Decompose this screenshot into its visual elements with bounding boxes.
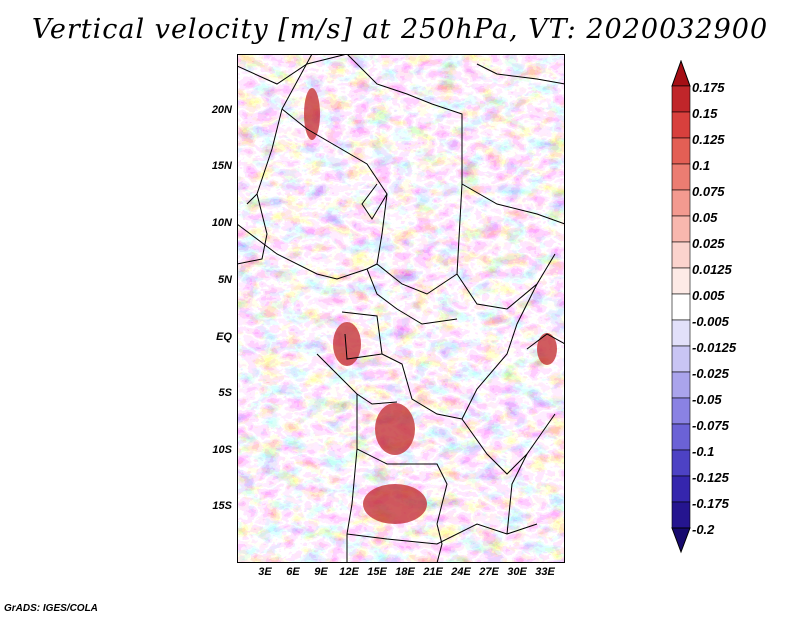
colorbar-segment-9 bbox=[671, 293, 691, 321]
colorbar-segment-10 bbox=[671, 319, 691, 347]
colorbar-segment-6 bbox=[671, 215, 691, 243]
colorbar-label-neg-0.175: -0.175 bbox=[692, 496, 729, 511]
colorbar-segment-4 bbox=[671, 163, 691, 191]
colorbar-label-0.1: 0.1 bbox=[692, 158, 711, 173]
lon-label-18e: 18E bbox=[395, 566, 415, 578]
lon-label-21e: 21E bbox=[423, 566, 443, 578]
colorbar-segment-15 bbox=[671, 449, 691, 477]
lon-label-30e: 30E bbox=[507, 566, 527, 578]
lat-label-5s: 5S bbox=[218, 387, 232, 399]
colorbar-segment-5 bbox=[671, 189, 691, 217]
lon-label-33e: 33E bbox=[535, 566, 555, 578]
lon-label-9e: 9E bbox=[314, 566, 328, 578]
grads-credit: GrADS: IGES/COLA bbox=[4, 603, 98, 614]
colorbar-segment-8 bbox=[671, 267, 691, 295]
velocity-field bbox=[237, 54, 565, 563]
chart-title: Vertical velocity [m/s] at 250hPa, VT: 2… bbox=[31, 14, 769, 45]
colorbar-segment-13 bbox=[671, 397, 691, 425]
colorbar-segment-3 bbox=[671, 137, 691, 165]
colorbar-label-0.0125: 0.0125 bbox=[692, 262, 732, 277]
colorbar-segment-bottom-triangle bbox=[671, 527, 691, 554]
colorbar-label-0.125: 0.125 bbox=[692, 132, 725, 147]
colorbar-segment-2 bbox=[671, 111, 691, 139]
colorbar-label-neg-0.1: -0.1 bbox=[692, 444, 715, 459]
colorbar-label-0.005: 0.005 bbox=[692, 288, 725, 303]
colorbar-segment-16 bbox=[671, 475, 691, 503]
colorbar-label-0.05: 0.05 bbox=[692, 210, 718, 225]
colorbar-segment-7 bbox=[671, 241, 691, 269]
colorbar-label-neg-0.0125: -0.0125 bbox=[692, 340, 737, 355]
colorbar-segment-12 bbox=[671, 371, 691, 399]
lon-label-27e: 27E bbox=[479, 566, 499, 578]
lat-label-20n: 20N bbox=[211, 104, 232, 116]
colorbar-segment-17 bbox=[671, 501, 691, 529]
colorbar-label-0.15: 0.15 bbox=[692, 106, 718, 121]
colorbar-label-neg-0.125: -0.125 bbox=[692, 470, 729, 485]
colorbar-segment-top-triangle bbox=[671, 60, 691, 87]
map-frame bbox=[237, 54, 565, 563]
colorbar-segment-11 bbox=[671, 345, 691, 373]
vertical-velocity-map bbox=[237, 54, 565, 563]
colorbar-label-0.175: 0.175 bbox=[692, 80, 725, 95]
colorbar-label-0.025: 0.025 bbox=[692, 236, 725, 251]
colorbar bbox=[671, 60, 691, 554]
lat-label-eq: EQ bbox=[216, 331, 232, 343]
colorbar-label-0.075: 0.075 bbox=[692, 184, 725, 199]
lat-label-5n: 5N bbox=[217, 274, 232, 286]
colorbar-label-neg-0.2: -0.2 bbox=[692, 522, 715, 537]
colorbar-label-neg-0.075: -0.075 bbox=[692, 418, 729, 433]
lat-label-10n: 10N bbox=[211, 217, 232, 229]
lon-label-24e: 24E bbox=[451, 566, 471, 578]
colorbar-segment-14 bbox=[671, 423, 691, 451]
colorbar-segment-1 bbox=[671, 85, 691, 113]
country-borders bbox=[237, 54, 565, 563]
lat-label-15n: 15N bbox=[211, 160, 232, 172]
lon-label-3e: 3E bbox=[258, 566, 272, 578]
colorbar-label-neg-0.025: -0.025 bbox=[692, 366, 729, 381]
lon-label-15e: 15E bbox=[367, 566, 387, 578]
lon-label-6e: 6E bbox=[286, 566, 300, 578]
colorbar-label-neg-0.05: -0.05 bbox=[692, 392, 722, 407]
lon-label-12e: 12E bbox=[339, 566, 359, 578]
strong-updraft-patches bbox=[304, 88, 557, 524]
colorbar-label-neg-0.005: -0.005 bbox=[692, 314, 729, 329]
lat-label-10s: 10S bbox=[212, 444, 232, 456]
lat-label-15s: 15S bbox=[212, 500, 232, 512]
